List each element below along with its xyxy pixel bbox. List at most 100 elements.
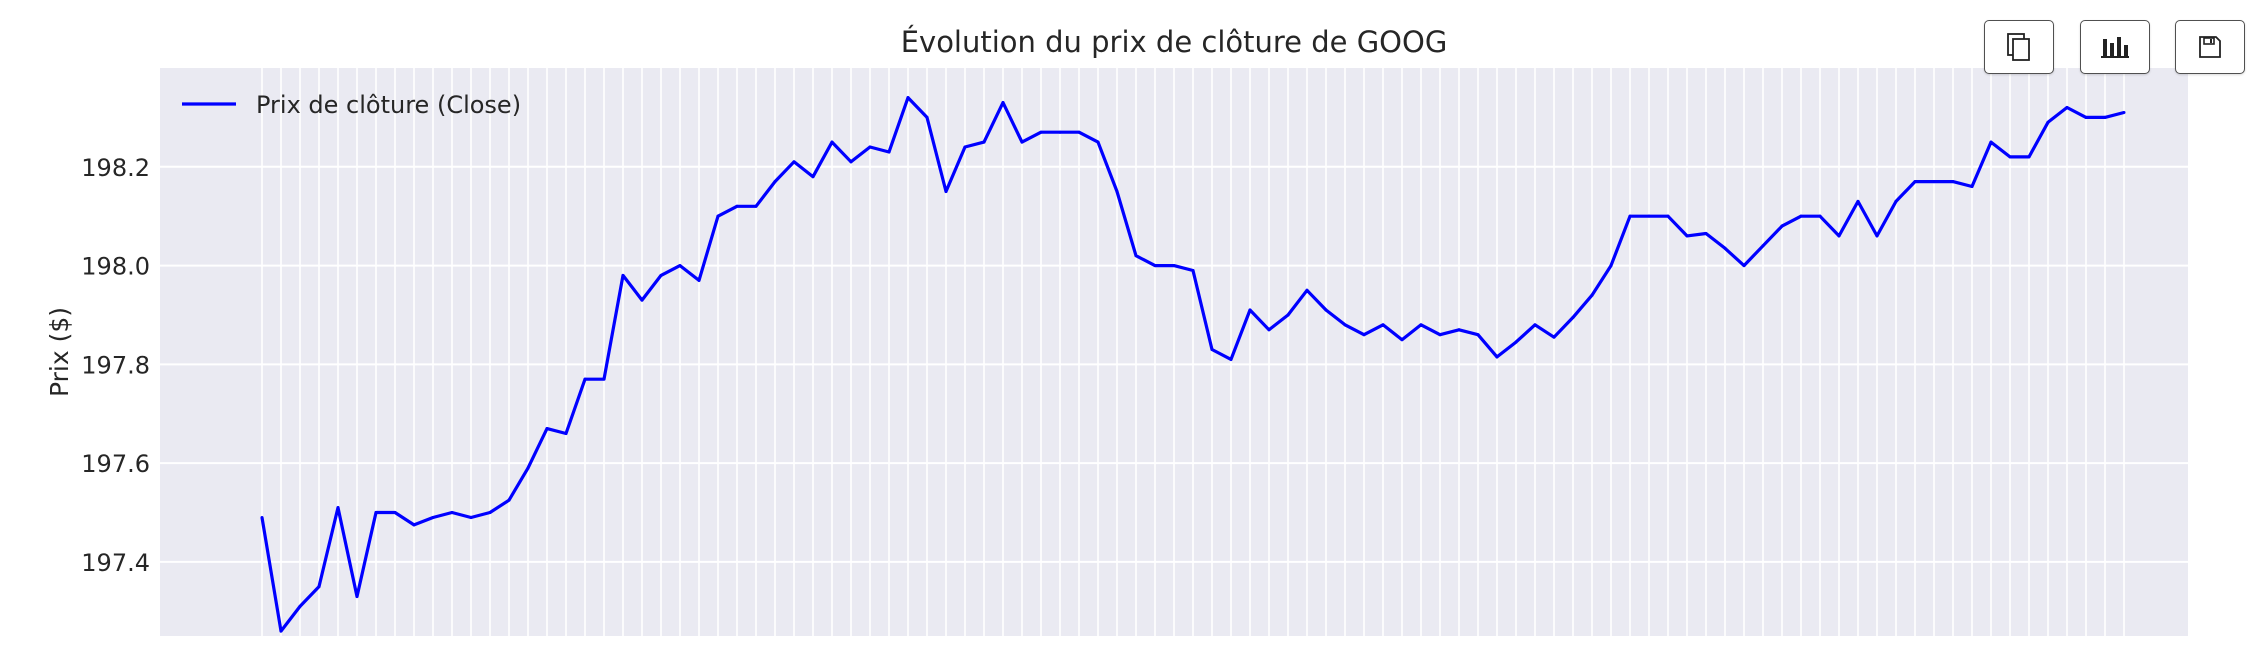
data-point [1951, 180, 1955, 184]
y-tick-label: 197.8 [81, 351, 150, 379]
data-point [621, 273, 625, 277]
y-tick-label: 198.2 [81, 154, 150, 182]
data-point [754, 204, 758, 208]
data-point [1723, 246, 1727, 250]
data-point [1324, 308, 1328, 312]
data-point [602, 377, 606, 381]
data-point [1989, 140, 1993, 144]
series-layer [260, 95, 2126, 633]
data-point [431, 515, 435, 519]
copy-button[interactable] [1984, 20, 2054, 74]
data-point [1856, 199, 1860, 203]
data-point [1533, 323, 1537, 327]
data-point [640, 298, 644, 302]
legend-entry-label: Prix de clôture (Close) [256, 91, 521, 119]
data-point [450, 511, 454, 515]
data-point [1210, 348, 1214, 352]
data-point [1666, 214, 1670, 218]
data-point [2046, 120, 2050, 124]
data-point [1096, 140, 1100, 144]
data-point [1229, 357, 1233, 361]
data-point [1913, 180, 1917, 184]
data-point [1761, 244, 1765, 248]
chart-title: Évolution du prix de clôture de GOOG [901, 25, 1448, 59]
data-point [2065, 106, 2069, 110]
data-point [773, 180, 777, 184]
data-point [1685, 234, 1689, 238]
data-point [2027, 155, 2031, 159]
data-point [1970, 185, 1974, 189]
data-point [944, 189, 948, 193]
data-point [2008, 155, 2012, 159]
y-axis-ticks: 197.4 197.6 197.8 198.0 198.2 [81, 154, 150, 577]
data-point [792, 160, 796, 164]
data-point [1590, 293, 1594, 297]
data-point [1134, 254, 1138, 258]
data-point [1058, 130, 1062, 134]
data-point [2103, 115, 2107, 119]
data-point [906, 96, 910, 100]
data-point [1609, 264, 1613, 268]
data-point [2122, 110, 2126, 114]
data-point [298, 604, 302, 608]
data-point [393, 511, 397, 515]
data-point [1495, 355, 1499, 359]
data-point [1476, 333, 1480, 337]
y-axis-label: Prix ($) [45, 307, 74, 397]
copy-icon [2007, 33, 2030, 61]
data-point [564, 431, 568, 435]
data-point [355, 594, 359, 598]
data-point [659, 273, 663, 277]
data-point [1647, 214, 1651, 218]
data-point [716, 214, 720, 218]
data-point [1742, 264, 1746, 268]
data-point [1020, 140, 1024, 144]
data-point [1191, 269, 1195, 273]
data-point [1343, 323, 1347, 327]
data-point [868, 145, 872, 149]
chart-view-button[interactable] [2080, 20, 2150, 74]
data-point [336, 506, 340, 510]
data-point [1248, 308, 1252, 312]
data-point [1286, 313, 1290, 317]
data-point [1932, 180, 1936, 184]
data-point [697, 278, 701, 282]
data-point [1438, 333, 1442, 337]
save-icon [2199, 36, 2221, 58]
data-point [1514, 340, 1518, 344]
data-point [1818, 214, 1822, 218]
data-point [982, 140, 986, 144]
data-point [1172, 264, 1176, 268]
data-point [526, 466, 530, 470]
data-point [1799, 214, 1803, 218]
data-point [2084, 115, 2088, 119]
data-point [1381, 323, 1385, 327]
data-point [849, 160, 853, 164]
legend: Prix de clôture (Close) [182, 91, 521, 119]
data-point [488, 511, 492, 515]
data-point [1780, 224, 1784, 228]
data-point [1077, 130, 1081, 134]
y-tick-label: 198.0 [81, 253, 150, 281]
data-point [1001, 101, 1005, 105]
data-point [412, 523, 416, 527]
data-point [735, 204, 739, 208]
data-point [678, 264, 682, 268]
data-point [1153, 264, 1157, 268]
save-button[interactable] [2175, 20, 2245, 74]
data-point [374, 511, 378, 515]
data-point [1457, 328, 1461, 332]
data-point [1267, 328, 1271, 332]
data-point [507, 498, 511, 502]
data-point [1419, 323, 1423, 327]
grid-lines [160, 68, 2188, 636]
data-point [830, 140, 834, 144]
data-point [317, 585, 321, 589]
data-point [583, 377, 587, 381]
y-tick-label: 197.4 [81, 549, 150, 577]
data-point [1552, 335, 1556, 339]
data-point [469, 515, 473, 519]
data-point [1894, 199, 1898, 203]
